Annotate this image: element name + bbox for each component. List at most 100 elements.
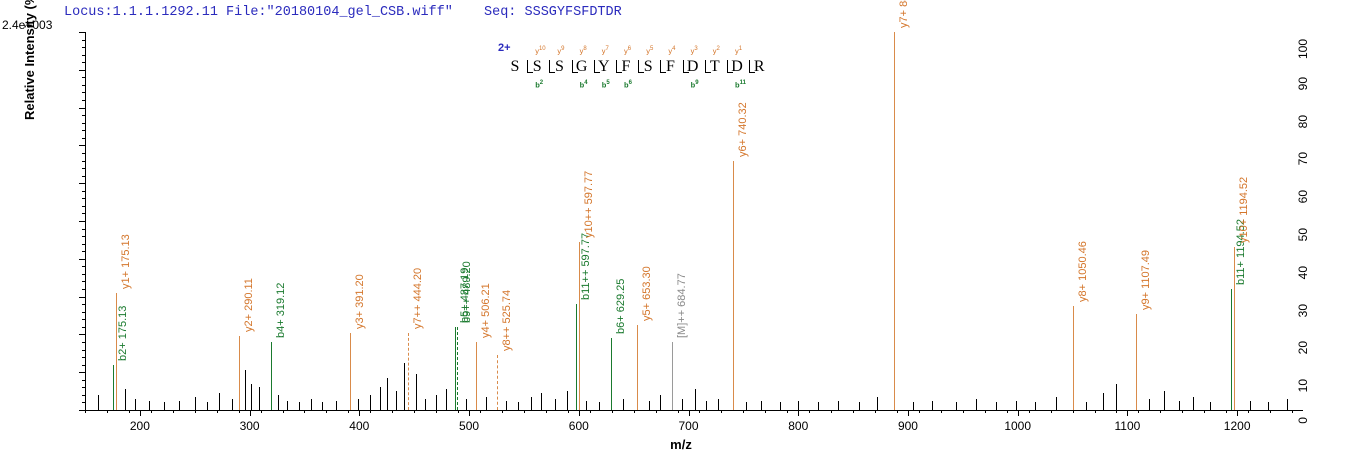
peak-line <box>218 392 220 410</box>
x-axis-line <box>85 410 1303 411</box>
x-minor-tick <box>1072 410 1074 413</box>
x-tick <box>907 410 909 416</box>
peak-line <box>718 398 720 410</box>
peak-line <box>858 402 860 410</box>
y-ion-tag: y2 <box>712 46 720 56</box>
x-minor-tick <box>172 410 174 413</box>
peak-label: y6+ 740.32 <box>736 101 749 157</box>
y-tick <box>79 221 85 222</box>
peak-line <box>913 402 915 410</box>
peak-line <box>232 398 234 410</box>
peak-label: y7+ 887.39 <box>898 0 911 28</box>
y-axis-title: Relative Intensity (%) <box>22 0 37 120</box>
peak-line <box>386 377 388 410</box>
y-ion-tag: y5 <box>646 46 654 56</box>
y-minor-tick <box>82 349 85 351</box>
peak-line <box>1267 402 1269 410</box>
y-minor-tick <box>82 175 85 177</box>
x-axis-title: m/z <box>670 437 692 452</box>
x-tick <box>139 410 141 416</box>
x-minor-tick <box>348 410 350 413</box>
y-minor-tick <box>82 289 85 291</box>
peak-line <box>671 341 673 410</box>
x-minor-tick <box>1160 410 1162 413</box>
y-ion-tag: y10 <box>535 46 546 56</box>
y-minor-tick <box>82 251 85 253</box>
y-minor-tick <box>82 304 85 306</box>
x-minor-tick <box>633 410 635 413</box>
y-minor-tick <box>82 319 85 321</box>
x-minor-tick <box>1226 410 1228 413</box>
peak-line <box>270 341 272 410</box>
x-minor-tick <box>962 410 964 413</box>
peak-label: b2+ 175.13 <box>116 305 129 361</box>
x-minor-tick <box>370 410 372 413</box>
peak-line <box>115 292 117 410</box>
residue: S <box>643 58 653 75</box>
x-minor-tick <box>875 410 877 413</box>
peak-line <box>370 394 372 410</box>
b-ion-tag: b4 <box>579 80 588 90</box>
x-minor-tick <box>1182 410 1184 413</box>
residue: R <box>753 58 765 75</box>
y-minor-tick <box>82 266 85 268</box>
x-minor-tick <box>918 410 920 413</box>
peak-line <box>259 387 261 410</box>
y-tick <box>79 32 85 33</box>
peak-line <box>404 362 406 410</box>
b-ion-tag: b11 <box>735 80 746 90</box>
y-minor-tick <box>82 122 85 124</box>
x-tick-label: 600 <box>568 419 589 433</box>
peak-line <box>395 391 397 410</box>
x-minor-tick <box>853 410 855 413</box>
peak-line <box>358 398 360 410</box>
y-minor-tick <box>82 326 85 328</box>
peak-label: y9+ 1107.49 <box>1139 249 1152 310</box>
peak-line <box>894 32 896 410</box>
peak-line <box>837 400 839 410</box>
peak-line <box>380 387 382 410</box>
peak-line <box>506 400 508 410</box>
x-minor-tick <box>589 410 591 413</box>
x-minor-tick <box>743 410 745 413</box>
x-minor-tick <box>458 410 460 413</box>
x-minor-tick <box>194 410 196 413</box>
peak-line <box>485 396 487 410</box>
x-minor-tick <box>216 410 218 413</box>
peak-label: y5+ 653.30 <box>641 266 654 321</box>
residue: S <box>532 58 542 75</box>
peak-line <box>425 398 427 410</box>
x-minor-tick <box>1248 410 1250 413</box>
peak-line <box>518 402 520 410</box>
y-minor-tick <box>82 137 85 139</box>
x-minor-tick <box>655 410 657 413</box>
residue: D <box>731 58 743 75</box>
residue: S <box>510 58 520 75</box>
x-tick-label: 700 <box>678 419 699 433</box>
x-tick <box>1237 410 1239 416</box>
precursor-charge-label: 2+ <box>498 42 511 54</box>
peak-line <box>649 400 650 410</box>
y-minor-tick <box>82 273 85 275</box>
y-tick <box>79 258 85 260</box>
peak-line <box>598 402 600 410</box>
peak-line <box>206 402 208 410</box>
peak-line <box>566 391 568 410</box>
x-minor-tick <box>480 410 482 413</box>
peak-line <box>956 402 958 410</box>
y-minor-tick <box>82 100 85 102</box>
peak-label: y7++ 444.20 <box>411 267 424 329</box>
x-minor-tick <box>765 410 767 413</box>
peak-line <box>322 402 324 410</box>
peak-line <box>245 370 247 410</box>
peak-line <box>286 400 288 410</box>
peak-line <box>1209 402 1211 410</box>
x-tick <box>1127 410 1129 416</box>
peak-line <box>610 338 612 410</box>
y-minor-tick <box>82 39 85 41</box>
peak-line <box>1163 391 1165 410</box>
peak-line <box>1135 313 1137 410</box>
x-minor-tick <box>984 410 986 413</box>
x-tick-label: 1100 <box>1114 419 1141 433</box>
x-tick <box>798 410 800 416</box>
